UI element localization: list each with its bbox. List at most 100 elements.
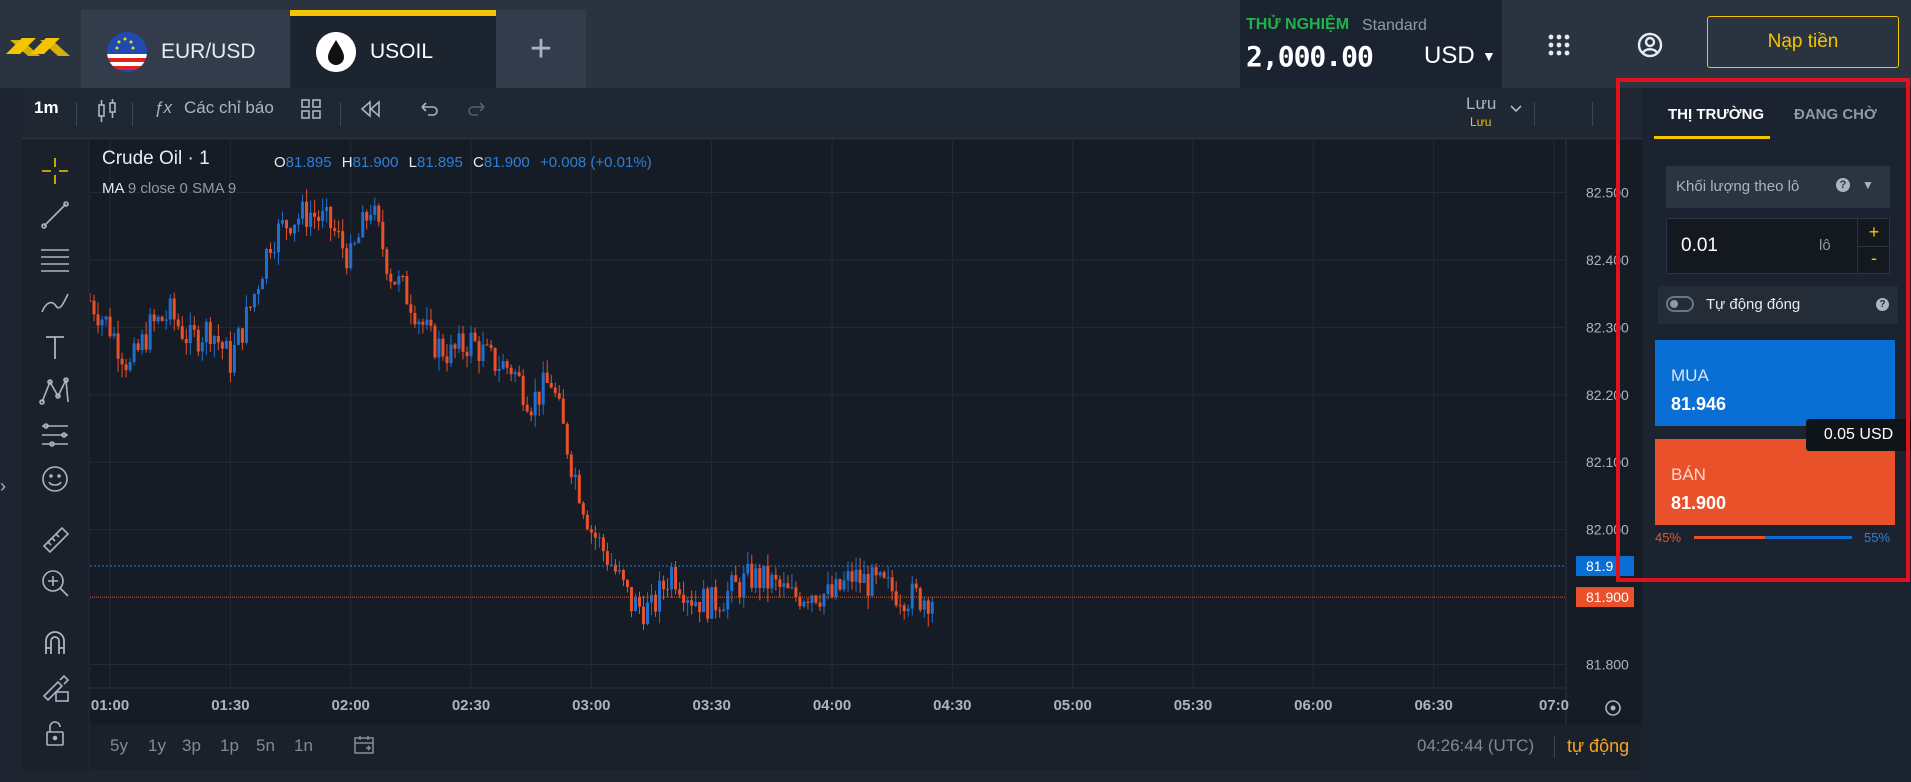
range-5n-button[interactable]: 5n (256, 736, 275, 755)
candle-body (850, 571, 854, 582)
undo-icon[interactable] (418, 98, 440, 123)
ruler-icon[interactable] (38, 522, 72, 556)
candle-body (738, 582, 742, 598)
candle-body (469, 332, 473, 357)
layout-grid-icon[interactable] (300, 98, 322, 125)
lock-icon[interactable] (38, 716, 72, 750)
time-axis: 01:00 01:30 02:00 02:30 03:00 03:30 04:00 04:30… (91, 697, 1569, 714)
exness-logo-icon[interactable] (0, 10, 80, 80)
price-chart[interactable]: 82.500 82.400 82.300 82.200 82.100 82.000 81.8… (88, 140, 1642, 724)
candle-body (806, 601, 810, 603)
candle-body (417, 321, 421, 325)
time-tick-label: 02:30 (452, 697, 490, 714)
goto-date-icon[interactable] (352, 734, 376, 761)
timeframe-button[interactable]: 1m (34, 98, 59, 117)
emoji-icon[interactable] (38, 462, 72, 496)
chart-settings-icon[interactable] (1605, 700, 1621, 716)
ohlc-open: 81.895 (285, 154, 332, 171)
range-1p-button[interactable]: 1p (220, 736, 239, 755)
volume-mode-select[interactable]: Khối lượng theo lô ? ▼ (1666, 166, 1890, 208)
tab-pending[interactable]: ĐANG CHỜ (1794, 106, 1877, 123)
replay-icon[interactable] (358, 98, 382, 125)
candle-body (754, 568, 758, 588)
volume-input[interactable]: 0.01 (1681, 235, 1718, 256)
candle-body (273, 252, 276, 254)
candle-body (88, 300, 92, 302)
candle-body (196, 329, 200, 352)
volume-increase-button[interactable]: + (1868, 222, 1880, 242)
tab-market[interactable]: THỊ TRƯỜNG (1668, 106, 1765, 123)
tab-eurusd[interactable]: EUR/USD (81, 10, 290, 88)
candle-body (573, 474, 577, 478)
ask-price-text: 81.9 (1586, 558, 1613, 574)
fx-icon[interactable]: ƒx (154, 98, 172, 117)
tab-usoil[interactable]: USOIL (290, 10, 497, 88)
deposit-button[interactable]: Nạp tiền (1707, 16, 1899, 68)
pattern-icon[interactable] (38, 374, 72, 408)
chevron-right-icon[interactable]: › (0, 476, 6, 496)
add-tab-button[interactable]: + (496, 10, 586, 88)
candle-body (409, 304, 413, 313)
auto-close-row: Tự động đóng ? (1658, 286, 1898, 324)
candle-body (565, 423, 569, 455)
candle-body (686, 600, 690, 604)
candle-body (730, 575, 734, 591)
zoom-in-icon[interactable] (38, 566, 72, 600)
fib-lines-icon[interactable] (38, 242, 72, 276)
toolbar-divider (76, 102, 77, 126)
candle-body (216, 336, 220, 343)
candle-body (501, 361, 505, 369)
candle-body (802, 601, 806, 607)
forecast-icon[interactable] (38, 418, 72, 452)
candle-body (617, 570, 621, 572)
candle-body (609, 564, 613, 566)
lock-drawing-icon[interactable] (38, 670, 72, 704)
range-1y-button[interactable]: 1y (148, 736, 166, 755)
help-icon[interactable]: ? (1876, 298, 1889, 311)
candle-body (633, 597, 637, 612)
candle-body (192, 325, 196, 330)
trend-line-icon[interactable] (38, 198, 72, 232)
volume-decrease-button[interactable]: - (1858, 246, 1890, 274)
candle-body (353, 243, 357, 245)
range-1n-button[interactable]: 1n (294, 736, 313, 755)
candle-body (248, 306, 252, 308)
candle-type-icon[interactable] (96, 98, 118, 129)
sell-button[interactable]: BÁN 81.900 (1655, 439, 1895, 525)
user-profile-icon[interactable] (1633, 28, 1667, 62)
time-tick-label: 02:00 (332, 697, 370, 714)
auto-scale-button[interactable]: tự động (1567, 736, 1630, 756)
candle-body (734, 575, 738, 583)
candle-body (212, 336, 216, 344)
brush-icon[interactable] (38, 286, 72, 320)
candle-body (726, 590, 730, 610)
chevron-down-icon[interactable] (1508, 100, 1524, 121)
chart-canvas[interactable]: 82.500 82.400 82.300 82.200 82.100 82.000 81.8… (88, 140, 1642, 724)
account-selector[interactable]: THỬ NGHIỆM Standard 2,000.00 USD ▼ (1240, 0, 1502, 88)
candle-body (577, 474, 581, 504)
ma-legend[interactable]: MA 9 close 0 SMA 9 (102, 180, 236, 197)
buy-price: 81.946 (1671, 394, 1727, 414)
range-5y-button[interactable]: 5y (110, 736, 128, 755)
caret-down-icon[interactable]: ▼ (1482, 48, 1496, 64)
candle-body (814, 595, 818, 603)
candle-body (108, 316, 112, 337)
save-layout-button[interactable]: Lưu (1466, 94, 1497, 113)
range-3p-button[interactable]: 3p (182, 736, 201, 755)
buy-button[interactable]: MUA 81.946 (1655, 340, 1895, 426)
text-tool-icon[interactable] (38, 330, 72, 364)
redo-icon[interactable] (466, 98, 488, 123)
ma-label: MA (102, 180, 124, 197)
candle-body (646, 602, 650, 625)
apps-grid-icon[interactable] (1542, 28, 1576, 62)
auto-close-toggle[interactable] (1666, 296, 1694, 312)
candle-body (702, 588, 706, 613)
candle-body (505, 361, 509, 368)
candle-body (674, 567, 678, 590)
candle-body (930, 601, 934, 614)
crosshair-icon[interactable] (38, 154, 72, 188)
indicators-button[interactable]: Các chỉ báo (184, 98, 274, 117)
help-icon[interactable]: ? (1836, 178, 1850, 192)
chart-title: Crude Oil · 1 (102, 148, 210, 169)
magnet-icon[interactable] (38, 626, 72, 660)
